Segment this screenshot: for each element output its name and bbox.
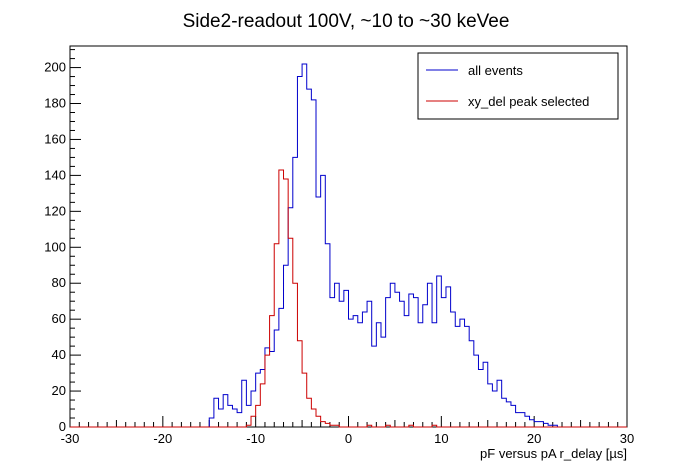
y-tick-label: 180 — [44, 96, 66, 111]
y-tick-label: 140 — [44, 167, 66, 182]
x-tick-label: 0 — [345, 431, 352, 446]
y-tick-label: 0 — [59, 419, 66, 434]
legend-box — [417, 52, 619, 120]
legend-label-selected: xy_del peak selected — [468, 94, 589, 109]
x-tick-label: -20 — [153, 431, 172, 446]
x-tick-label: 10 — [434, 431, 448, 446]
x-tick-label: 30 — [620, 431, 634, 446]
chart-title: Side2-readout 100V, ~10 to ~30 keVee — [183, 11, 510, 32]
axes-ticks: -30 -20 -10 0 10 20 30 0 20 40 60 80 100 120 140 160 180… — [44, 49, 634, 446]
y-tick-label: 20 — [52, 383, 66, 398]
y-tick-label: 40 — [52, 347, 66, 362]
x-axis-label: pF versus pA r_delay [µs] — [480, 446, 627, 461]
x-tick-label: 20 — [527, 431, 541, 446]
series-xy-del-peak-selected — [70, 169, 627, 428]
y-tick-label: 120 — [44, 203, 66, 218]
y-tick-label: 80 — [52, 275, 66, 290]
y-tick-label: 160 — [44, 131, 66, 146]
series-group — [70, 63, 627, 428]
y-tick-label: 100 — [44, 239, 66, 254]
y-tick-label: 200 — [44, 60, 66, 75]
x-tick-label: -10 — [246, 431, 265, 446]
legend-label-all-events: all events — [468, 63, 523, 78]
x-tick-label: -30 — [61, 431, 80, 446]
y-tick-label: 60 — [52, 311, 66, 326]
legend: all events xy_del peak selected — [417, 52, 619, 120]
